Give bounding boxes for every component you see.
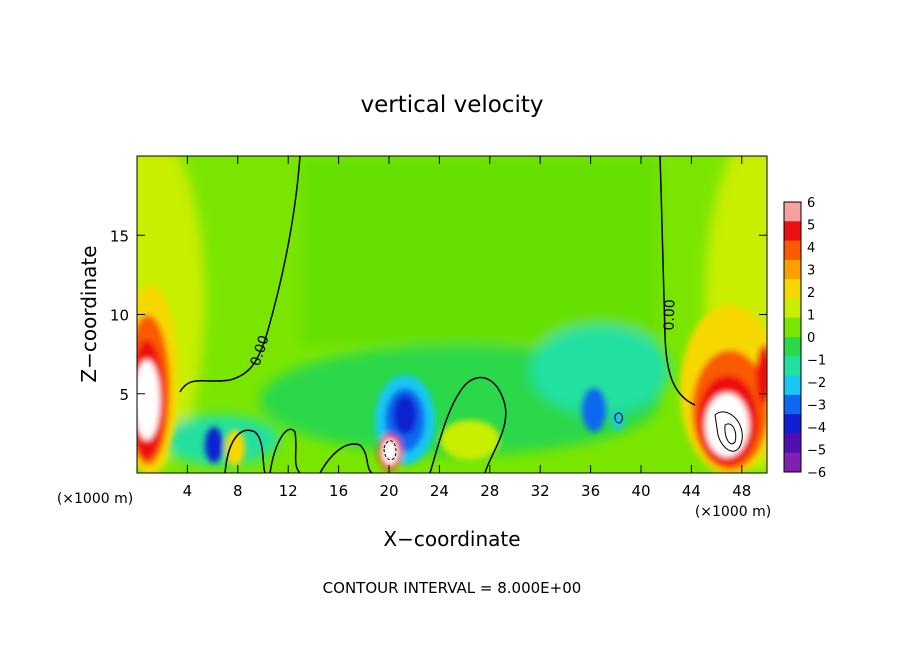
- field-smooth-layer: [137, 156, 767, 470]
- x-tick-label: 28: [480, 482, 499, 500]
- field-detail-layer: [137, 285, 767, 473]
- plot-area: 0.00 0.00: [137, 156, 767, 473]
- x-axis-label: X−coordinate: [383, 527, 520, 551]
- colorbar-label: −4: [807, 421, 826, 436]
- contour-lines: [179, 156, 743, 473]
- y-tick-label: 10: [110, 307, 129, 325]
- contour-left-lower: [224, 429, 266, 473]
- chart-title: vertical velocity: [361, 92, 544, 118]
- colorbar-swatch: [784, 414, 801, 434]
- x-tick-label: 32: [531, 482, 550, 500]
- colorbar-label: 4: [807, 241, 815, 256]
- colorbar-swatch: [784, 279, 801, 299]
- y-axis-label: Z−coordinate: [77, 245, 101, 382]
- x-tick-label: 8: [233, 482, 243, 500]
- x-tick-label: 24: [430, 482, 449, 500]
- contour-center: [429, 376, 507, 473]
- contour-label-right: 0.00: [661, 299, 678, 331]
- colorbar-swatch: [784, 356, 801, 377]
- downdraft-x36: [582, 388, 606, 432]
- contour-x38: [614, 412, 623, 424]
- x-unit-right: (×1000 m): [695, 504, 771, 520]
- updraft-x26: [440, 420, 500, 460]
- colorbar-swatch: [784, 259, 801, 280]
- colorbar-label: −5: [807, 444, 826, 459]
- x-tick-label: 40: [631, 482, 650, 500]
- x-tick-label: 4: [183, 482, 193, 500]
- contour-interval-footer: CONTOUR INTERVAL = 8.000E+00: [323, 579, 582, 597]
- colorbar-swatch: [784, 221, 801, 242]
- colorbar-frame: [783, 201, 802, 473]
- colorbar-swatch: [784, 452, 801, 473]
- zero-contour-left: [179, 156, 301, 393]
- colorbar-swatch: [784, 317, 801, 338]
- x-tick-label: 20: [379, 482, 398, 500]
- downdraft-center-core: [393, 395, 417, 435]
- updraft-x8: [225, 430, 245, 466]
- y-tick-label: 15: [110, 227, 129, 245]
- colorbar-swatch: [784, 394, 801, 415]
- colorbar-label: −2: [807, 376, 826, 391]
- colorbar-swatch: [784, 433, 801, 454]
- colorbar-label: 2: [807, 286, 815, 301]
- colorbar-label: 5: [807, 219, 815, 234]
- colorbar-swatch: [784, 202, 801, 222]
- colorbar-swatch: [784, 337, 801, 357]
- contour-right-inner-2: [724, 423, 737, 445]
- colorbar-label: 1: [807, 309, 815, 324]
- updraft-right-core: [705, 393, 749, 457]
- colorbar-swatch: [784, 240, 801, 261]
- colorbar-label: −6: [807, 466, 826, 481]
- colorbar-label: 6: [807, 196, 815, 211]
- colorbar-label: 3: [807, 264, 815, 279]
- colorbar-label: −3: [807, 399, 826, 414]
- zero-contour-right: [659, 156, 696, 406]
- colorbar: 6 5 4 3 2 1 0 −1 −2 −3 −4 −5 −6: [783, 196, 826, 481]
- colorbar-swatch: [784, 375, 801, 396]
- contour-lower-2: [319, 443, 373, 473]
- contour-lower-1: [269, 428, 301, 473]
- contour-right-inner-1: [714, 411, 743, 452]
- contour-center-inner: [383, 440, 397, 461]
- colorbar-label: −1: [807, 354, 826, 369]
- updraft-left-core: [137, 360, 160, 440]
- field-cyan-right: [530, 325, 670, 415]
- x-axis-ticks: 4 8 12 16 20 24 28 32 36 40 44 48: [183, 156, 751, 500]
- x-tick-label: 12: [279, 482, 298, 500]
- field-upper-band: [300, 156, 660, 346]
- y-axis-ticks: 5 10 15: [110, 227, 767, 404]
- downdraft-x6: [205, 427, 223, 463]
- colorbar-swatch: [784, 298, 801, 319]
- colorbar-label: 0: [807, 331, 815, 346]
- updraft-right-edge: [756, 345, 767, 405]
- x-unit-left: (×1000 m): [57, 491, 133, 507]
- x-tick-label: 36: [581, 482, 600, 500]
- y-tick-label: 5: [119, 386, 129, 404]
- x-tick-label: 48: [732, 482, 751, 500]
- x-tick-label: 44: [682, 482, 701, 500]
- x-tick-label: 16: [329, 482, 348, 500]
